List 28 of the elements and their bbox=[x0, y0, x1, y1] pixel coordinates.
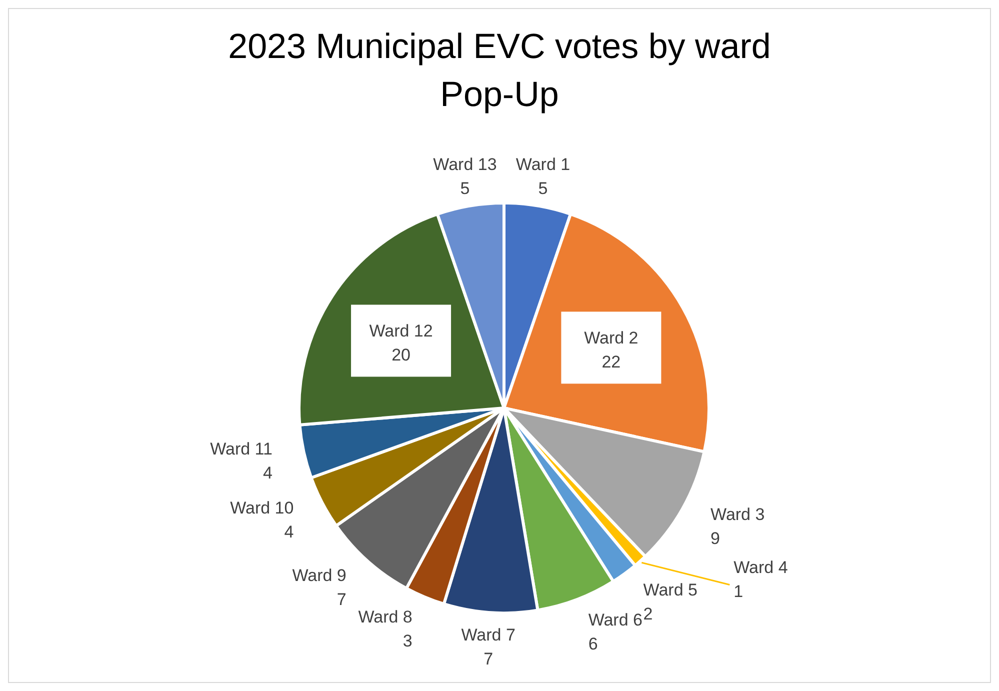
data-label: 7 bbox=[484, 649, 494, 668]
slice-label: Ward 12 bbox=[369, 322, 433, 341]
data-label: 2 bbox=[643, 604, 653, 624]
data-label: 3 bbox=[402, 632, 412, 651]
chart-subtitle: Pop-Up bbox=[439, 74, 560, 116]
slice-label: Ward 9 bbox=[292, 566, 346, 585]
data-label: 20 bbox=[392, 346, 410, 365]
data-label: 5 bbox=[460, 179, 470, 198]
data-label: 22 bbox=[602, 352, 621, 372]
slice-label: Ward 3 bbox=[710, 505, 765, 524]
data-label: 7 bbox=[336, 590, 346, 609]
slice-label: Ward 11 bbox=[210, 440, 272, 459]
slice-label: Ward 13 bbox=[433, 155, 497, 174]
slice-label: Ward 7 bbox=[461, 625, 516, 644]
data-label: 4 bbox=[262, 464, 272, 483]
data-label: 9 bbox=[710, 529, 720, 548]
slice-label: Ward 1 bbox=[516, 155, 570, 174]
data-label: 6 bbox=[588, 634, 598, 654]
slice-label: Ward 5 bbox=[643, 580, 698, 600]
data-label: 5 bbox=[538, 179, 548, 198]
slice-label: Ward 4 bbox=[734, 558, 788, 577]
slice-label: Ward 8 bbox=[358, 608, 412, 627]
data-label: 4 bbox=[284, 522, 294, 542]
chart-title: 2023 Municipal EVC votes by ward bbox=[227, 26, 772, 68]
data-label: 1 bbox=[734, 582, 744, 601]
slice-label: Ward 6 bbox=[588, 610, 642, 630]
slice-label: Ward 10 bbox=[230, 498, 294, 518]
slice-label: Ward 2 bbox=[584, 328, 638, 348]
